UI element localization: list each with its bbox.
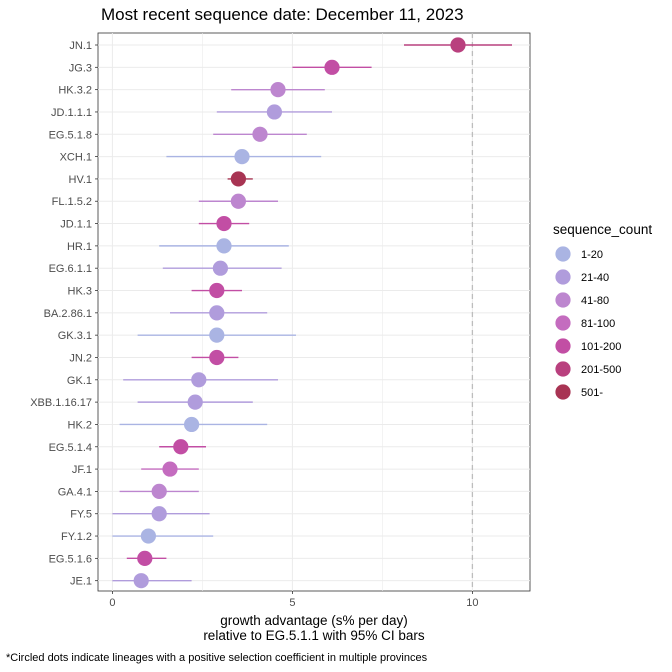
data-point [151, 483, 167, 499]
y-tick-label: EG.5.1.8 [49, 129, 92, 141]
data-point [140, 528, 156, 544]
y-axis-ticks: JN.1 JG.3 HK.3.2 JD.1.1.1 EG.5.1.8 XCH.1 HV.1 F… [30, 40, 98, 588]
x-axis-label-line2: relative to EG.5.1.1 with 95% CI bars [203, 628, 425, 643]
data-point [187, 394, 203, 410]
y-tick-label: HK.3 [68, 286, 92, 298]
data-point [270, 82, 286, 98]
y-tick-label: EG.5.1.4 [49, 442, 92, 454]
data-point [230, 171, 246, 187]
x-tick-label: 5 [289, 597, 295, 609]
data-point [216, 238, 232, 254]
data-point [173, 439, 189, 455]
y-tick-label: FY.1.2 [61, 531, 92, 543]
y-tick-label: FL.1.5.2 [52, 196, 92, 208]
x-tick-label: 0 [109, 597, 115, 609]
legend-label: 41-80 [581, 295, 609, 307]
y-tick-label: FY.5 [70, 509, 92, 521]
data-point [266, 104, 282, 120]
legend-label: 201-500 [581, 364, 621, 376]
y-tick-label: HK.2 [68, 419, 92, 431]
y-tick-label: JD.1.1.1 [51, 107, 92, 119]
legend: sequence_count 1-20 21-40 41-80 81-100 101-2… [553, 222, 652, 400]
data-point [209, 305, 225, 321]
data-point [137, 550, 153, 566]
y-tick-label: GK.1 [67, 375, 92, 387]
data-point [212, 260, 228, 276]
legend-title: sequence_count [553, 222, 652, 237]
y-tick-label: JN.1 [69, 40, 92, 52]
plot-panel [97, 32, 531, 592]
data-point [450, 37, 466, 53]
y-tick-label: GA.4.1 [58, 486, 92, 498]
legend-key [555, 361, 571, 377]
legend-label: 101-200 [581, 341, 621, 353]
data-point [209, 349, 225, 366]
legend-label: 501- [581, 387, 603, 399]
y-tick-label: JD.1.1 [60, 219, 92, 231]
data-point [151, 506, 167, 522]
data-point [216, 215, 232, 232]
legend-label: 81-100 [581, 318, 615, 330]
legend-key [555, 246, 571, 262]
footnote: *Circled dots indicate lineages with a p… [6, 652, 428, 664]
data-point [209, 282, 225, 299]
y-tick-label: JG.3 [69, 62, 92, 74]
y-tick-label: EG.6.1.1 [49, 263, 92, 275]
x-axis-ticks: 0 5 10 [109, 591, 479, 609]
y-tick-label: HR.1 [67, 241, 92, 253]
legend-key [555, 338, 571, 354]
legend-label: 21-40 [581, 272, 609, 284]
data-point [162, 461, 178, 477]
y-tick-label: XBB.1.16.17 [30, 397, 92, 409]
x-tick-label: 10 [466, 597, 478, 609]
y-tick-label: GK.3.1 [58, 330, 92, 342]
legend-key [555, 269, 571, 285]
y-tick-label: XCH.1 [60, 152, 92, 164]
y-tick-label: HK.3.2 [58, 85, 92, 97]
data-point [324, 59, 340, 75]
legend-key [555, 315, 571, 331]
chart-title: Most recent sequence date: December 11, … [101, 5, 464, 24]
data-point [191, 372, 207, 388]
data-point [252, 126, 268, 142]
data-point [230, 193, 246, 209]
y-tick-label: JE.1 [70, 576, 92, 588]
y-tick-label: EG.5.1.6 [49, 553, 92, 565]
y-tick-label: BA.2.86.1 [44, 308, 92, 320]
y-tick-label: JF.1 [72, 464, 92, 476]
x-axis-label-line1: growth advantage (s% per day) [220, 613, 408, 628]
data-point [184, 416, 200, 433]
y-tick-label: HV.1 [69, 174, 92, 186]
legend-key [555, 292, 571, 308]
data-points [133, 37, 466, 589]
data-point [209, 327, 225, 343]
data-point [234, 149, 250, 165]
legend-key [555, 384, 571, 400]
y-tick-label: JN.2 [69, 352, 92, 364]
legend-label: 1-20 [581, 249, 603, 261]
data-point [133, 573, 149, 589]
